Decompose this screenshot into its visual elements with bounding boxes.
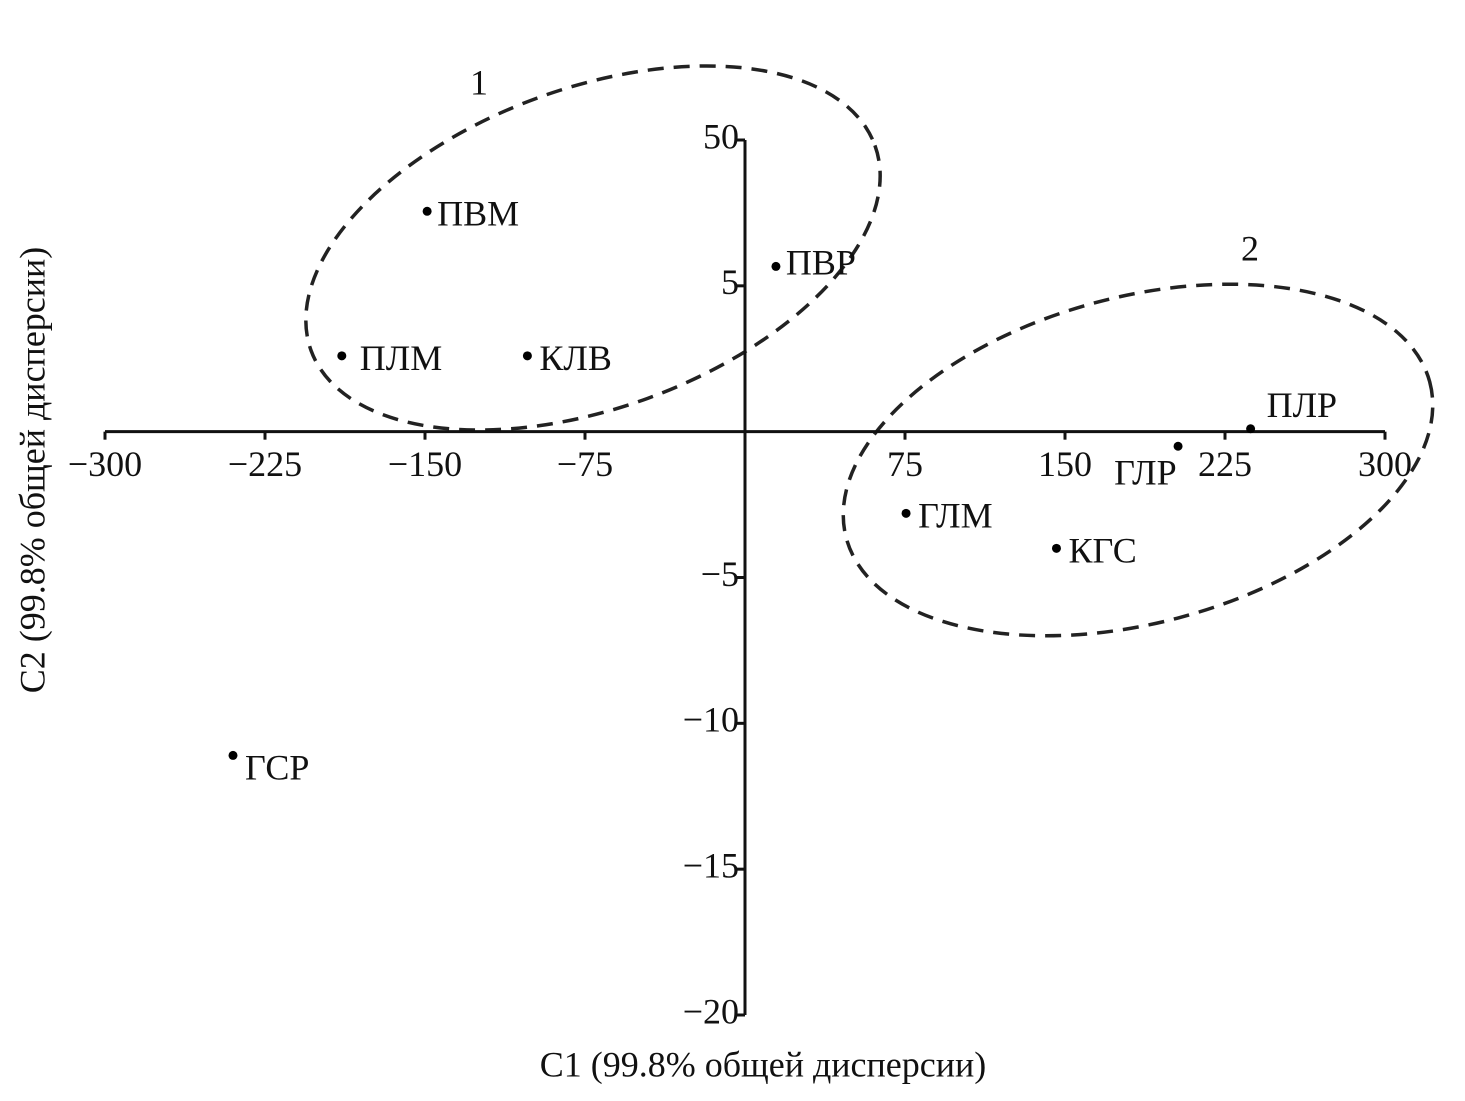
- point: [228, 750, 238, 760]
- y-tick-label: −15: [683, 845, 739, 885]
- cluster-ellipse: [841, 282, 1435, 638]
- x-tick-label: 300: [1358, 444, 1412, 484]
- point-label: ГЛР: [1114, 453, 1177, 493]
- point-label: КЛВ: [539, 338, 611, 378]
- point: [1246, 424, 1256, 434]
- y-tick-label: −20: [683, 991, 739, 1031]
- x-tick-label: 150: [1038, 444, 1092, 484]
- point: [771, 261, 781, 271]
- annotation: 2: [1241, 228, 1259, 268]
- y-tick-label: −5: [701, 554, 739, 594]
- point: [337, 351, 347, 361]
- x-tick-label: −300: [68, 444, 142, 484]
- point: [522, 351, 532, 361]
- point-label: ПЛР: [1267, 385, 1337, 425]
- y-tick-label: 50: [703, 116, 739, 156]
- annotation: 1: [470, 62, 488, 102]
- point-label: ПВР: [786, 243, 856, 283]
- x-tick-label: 225: [1198, 444, 1252, 484]
- point: [422, 206, 432, 216]
- point-label: ПВМ: [437, 194, 519, 234]
- y-tick-label: 5: [721, 262, 739, 302]
- y-axis-label: C2 (99.8% общей дисперсии): [12, 247, 52, 694]
- y-tick-label: −10: [683, 700, 739, 740]
- point: [1173, 441, 1183, 451]
- point-label: ПЛМ: [360, 338, 442, 378]
- point-label: КГС: [1068, 531, 1136, 571]
- point-label: ГЛМ: [918, 496, 993, 536]
- point-label: ГСР: [245, 748, 309, 788]
- x-axis-label: C1 (99.8% общей дисперсии): [540, 1044, 987, 1084]
- x-tick-label: 75: [887, 444, 923, 484]
- point: [901, 508, 911, 518]
- x-tick-label: −75: [557, 444, 613, 484]
- point: [1051, 543, 1061, 553]
- x-tick-label: −150: [388, 444, 462, 484]
- x-tick-label: −225: [228, 444, 302, 484]
